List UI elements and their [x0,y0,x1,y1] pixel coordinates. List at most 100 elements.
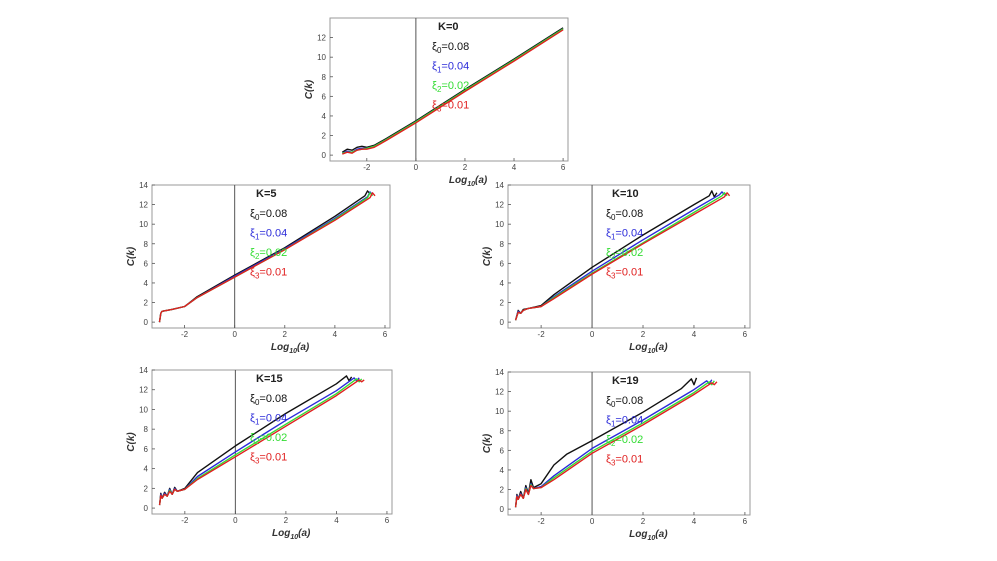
plot-frame [507,184,751,329]
y-tick-label: 12 [317,34,326,43]
y-tick-label: 6 [144,259,149,268]
x-axis-label: Log10(a) [271,342,310,355]
y-tick-label: 2 [144,299,149,308]
y-tick-label: 6 [322,92,327,101]
legend-entry-xi1: ξ1=0.04 [250,228,287,242]
chart-panel-0: -2 0 2 4 6 0 2 4 6 8 10 12 Log10(a) C(k) K=0 ξ0=0.08 ξ1=… [304,17,569,188]
x-tick-label: 2 [284,516,289,525]
y-axis-label: C(k) [482,433,493,453]
series-line-xi3 [158,192,376,323]
legend-entry-xi3: ξ3=0.01 [432,100,469,114]
y-tick-label: 14 [495,368,504,377]
y-tick-label: 10 [317,53,326,62]
series-line-xi3 [342,29,564,155]
y-tick-label: 8 [144,240,149,249]
x-tick-label: 2 [641,330,646,339]
y-tick-label: 4 [144,279,149,288]
series-line-xi2 [342,28,564,154]
y-tick-label: 4 [500,279,505,288]
series-line-xi3 [514,192,731,321]
x-tick-label: 6 [743,330,748,339]
chart-panel-4: -2 0 2 4 6 0 2 4 6 8 10 12 14 Log10(a) C(k) K=19 ξ0=0.08… [482,368,751,542]
x-tick-label: 4 [692,517,697,526]
y-tick-label: 2 [144,484,149,493]
legend-entry-xi1: ξ1=0.04 [432,61,469,75]
y-tick-label: 10 [139,405,148,414]
panel-title: K=19 [612,375,639,387]
legend-entry-xi2: ξ2=0.02 [432,80,469,94]
y-tick-label: 12 [139,201,148,210]
legend-entry-xi0: ξ0=0.08 [606,208,643,222]
y-tick-label: 0 [144,318,149,327]
series-line-xi0 [341,27,564,153]
y-tick-label: 10 [495,407,504,416]
y-axis-label: C(k) [482,246,493,266]
y-tick-label: 8 [500,427,505,436]
chart-panel-1: -2 0 2 4 6 0 2 4 6 8 10 12 14 Log10(a) C(k) K=5 ξ0=0.08 ξ… [126,181,391,355]
y-tick-label: 14 [139,366,148,375]
y-tick-label: 8 [322,73,327,82]
legend-entry-xi0: ξ0=0.08 [250,393,287,407]
panel-title: K=5 [256,188,277,200]
panel-title: K=10 [612,188,639,200]
y-tick-label: 14 [495,181,504,190]
x-axis-label: Log10(a) [629,529,668,542]
y-tick-label: 14 [139,181,148,190]
x-tick-label: 4 [333,330,338,339]
y-tick-label: 8 [500,240,505,249]
x-tick-label: 4 [692,330,697,339]
y-tick-label: 4 [500,466,505,475]
y-tick-label: 6 [500,259,505,268]
y-tick-label: 0 [144,504,149,513]
y-tick-label: 8 [144,425,149,434]
chart-panel-2: -2 0 2 4 6 0 2 4 6 8 10 12 14 Log10(a) C(k) K=10 ξ0=0.08… [482,181,751,355]
y-tick-label: 4 [322,112,327,121]
y-tick-label: 12 [139,386,148,395]
x-tick-label: 6 [561,163,566,172]
legend-entry-xi3: ξ3=0.01 [606,267,643,281]
x-tick-label: 6 [385,516,390,525]
legend-entry-xi2: ξ2=0.02 [250,247,287,261]
x-tick-label: 0 [232,330,237,339]
legend-entry-xi1: ξ1=0.04 [606,228,643,242]
x-tick-label: 6 [383,330,388,339]
y-tick-label: 12 [495,201,504,210]
x-tick-label: 2 [463,163,468,172]
plot-frame [507,371,751,516]
series-line-xi3 [158,379,365,506]
y-tick-label: 6 [500,446,505,455]
y-axis-label: C(k) [126,432,137,452]
legend-entry-xi1: ξ1=0.04 [250,413,287,427]
x-axis-label: Log10(a) [629,342,668,355]
y-tick-label: 0 [500,505,505,514]
y-tick-label: 2 [500,299,505,308]
y-tick-label: 10 [495,220,504,229]
x-tick-label: -2 [363,163,371,172]
x-tick-label: 2 [283,330,288,339]
plot-frame [151,184,391,329]
y-tick-label: 10 [139,220,148,229]
y-tick-label: 0 [322,151,327,160]
legend-entry-xi2: ξ2=0.02 [606,247,643,261]
y-tick-label: 12 [495,388,504,397]
y-axis-label: C(k) [126,246,137,266]
legend-entry-xi3: ξ3=0.01 [250,452,287,466]
legend-entry-xi2: ξ2=0.02 [606,434,643,448]
x-axis-label: Log10(a) [449,175,488,188]
y-tick-label: 2 [500,486,505,495]
x-tick-label: 6 [743,517,748,526]
y-tick-label: 4 [144,465,149,474]
chart-panel-3: -2 0 2 4 6 0 2 4 6 8 10 12 14 Log10(a) C(k) K=15 ξ0=0.08… [126,366,393,541]
y-tick-label: 2 [322,132,327,141]
y-tick-label: 0 [500,318,505,327]
x-tick-label: 0 [414,163,419,172]
x-tick-label: -2 [181,516,189,525]
x-axis-label: Log10(a) [272,528,311,541]
x-tick-label: -2 [181,330,189,339]
legend-entry-xi0: ξ0=0.08 [606,395,643,409]
panel-title: K=0 [438,21,459,33]
y-axis-label: C(k) [304,79,315,99]
series-line-xi3 [514,381,718,508]
x-tick-label: 0 [590,330,595,339]
